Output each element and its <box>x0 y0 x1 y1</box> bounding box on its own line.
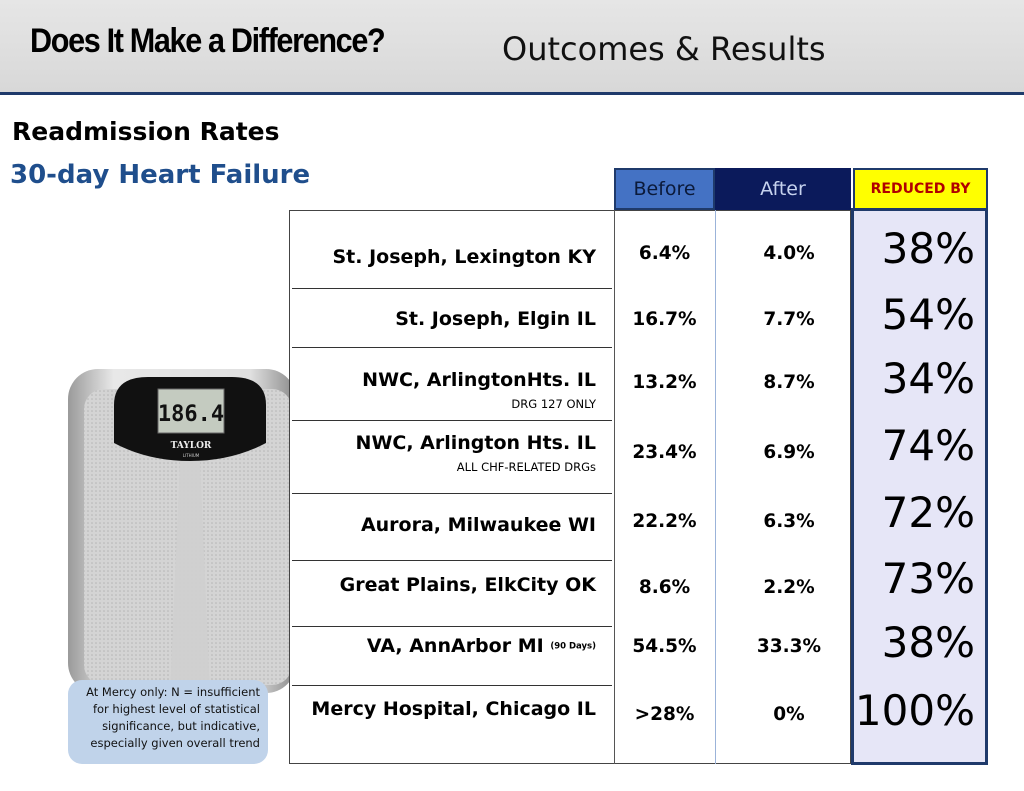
scale-brand-sub-text: LITHIUM <box>183 453 200 458</box>
row-divider <box>292 626 612 627</box>
hospital-note: DRG 127 ONLY <box>511 397 596 411</box>
hospital-name: Aurora, Milwaukee WI <box>360 514 596 536</box>
hospital-name-text: VA, AnnArbor MI <box>366 635 544 657</box>
slide-title: Does It Make a Difference? <box>30 22 386 60</box>
hospital-name: Great Plains, ElkCity OK <box>339 574 596 596</box>
before-value: 16.7% <box>632 309 697 330</box>
footnote: At Mercy only: N = insufficient for high… <box>68 680 268 764</box>
reduced-value: 73% <box>881 554 975 603</box>
row-divider <box>292 560 612 561</box>
after-value: 4.0% <box>763 243 815 264</box>
reduced-value: 54% <box>881 290 975 339</box>
after-value: 6.9% <box>763 442 815 463</box>
row-divider <box>292 288 612 289</box>
after-value: 2.2% <box>763 577 815 598</box>
row-divider <box>292 420 612 421</box>
column-header-after: After <box>715 168 851 210</box>
reduced-value: 34% <box>881 354 975 403</box>
results-table <box>289 210 851 764</box>
hospital-name: St. Joseph, Elgin IL <box>395 308 596 330</box>
hospital-note: ALL CHF-RELATED DRGs <box>456 460 596 474</box>
row-divider <box>292 493 612 494</box>
hospital-name: NWC, Arlington Hts. IL <box>355 432 596 454</box>
table-divider <box>715 210 716 764</box>
scale-display-text: 186.4 <box>158 402 224 427</box>
title-bar: Does It Make a Difference? Outcomes & Re… <box>0 0 1024 95</box>
reduced-value: 74% <box>881 421 975 470</box>
slide-subtitle: Outcomes & Results <box>502 30 826 68</box>
before-value: 13.2% <box>632 372 697 393</box>
column-header-reduced-by: REDUCED BY <box>853 168 988 210</box>
after-value: 8.7% <box>763 372 815 393</box>
before-value: 6.4% <box>638 243 691 264</box>
before-value: 54.5% <box>632 636 697 657</box>
hospital-note: (90 Days) <box>550 641 596 652</box>
hospital-name: VA, AnnArbor MI (90 Days) <box>367 635 596 657</box>
after-value: 0% <box>773 704 805 725</box>
reduced-by-column <box>851 208 988 765</box>
reduced-value: 38% <box>881 224 975 273</box>
before-value: 22.2% <box>632 511 697 532</box>
column-header-before: Before <box>614 168 715 210</box>
after-value: 6.3% <box>763 511 815 532</box>
hospital-name: NWC, ArlingtonHts. IL <box>362 369 596 391</box>
section-title: Readmission Rates <box>12 117 280 146</box>
before-value: >28% <box>634 704 695 725</box>
bathroom-scale-image: 186.4 TAYLOR LITHIUM <box>68 369 296 693</box>
before-value: 23.4% <box>632 442 697 463</box>
row-divider <box>292 347 612 348</box>
before-value: 8.6% <box>638 577 691 598</box>
hospital-name: Mercy Hospital, Chicago IL <box>311 698 596 720</box>
reduced-value: 100% <box>854 686 975 735</box>
reduced-value: 72% <box>881 488 975 537</box>
after-value: 7.7% <box>763 309 815 330</box>
row-divider <box>292 685 612 686</box>
hospital-name: St. Joseph, Lexington KY <box>332 246 596 268</box>
after-value: 33.3% <box>756 636 822 657</box>
reduced-value: 38% <box>881 618 975 667</box>
scale-brand-text: TAYLOR <box>171 441 212 451</box>
table-divider <box>614 210 615 764</box>
section-subtitle: 30-day Heart Failure <box>10 160 311 190</box>
